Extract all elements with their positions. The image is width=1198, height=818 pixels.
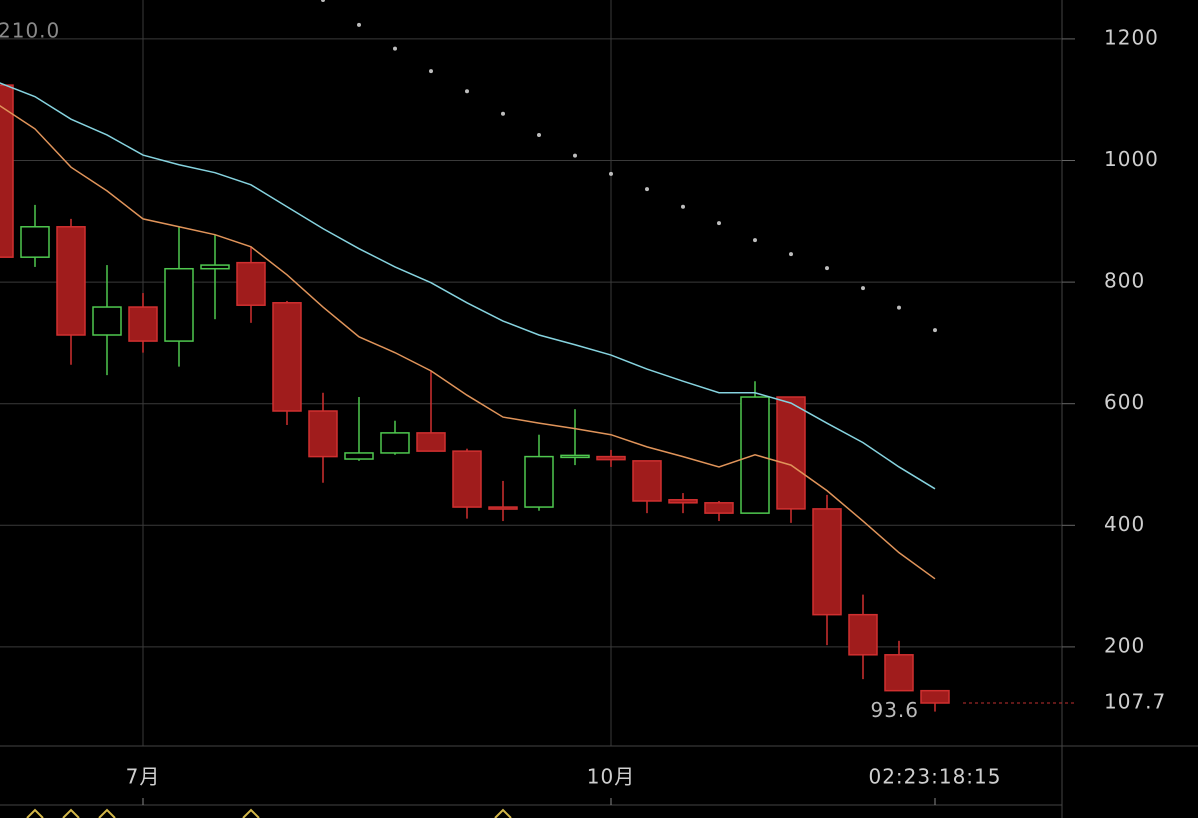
candle-body <box>92 306 122 336</box>
candle-body <box>596 455 626 461</box>
candle-body <box>200 264 230 270</box>
candle-body <box>20 226 50 258</box>
indicator-dot <box>861 286 865 291</box>
event-marker <box>494 808 512 818</box>
axes: 200 400 600 800 1000 1200 7月 10月 02:23:18:15 107.… <box>126 25 1166 805</box>
candle-body <box>380 432 410 454</box>
candle-body <box>812 508 842 616</box>
candle-body <box>0 84 14 258</box>
indicator-dot <box>789 252 793 257</box>
indicator-dot <box>357 22 361 27</box>
low-label: 93.6 <box>870 698 919 722</box>
indicator-dot <box>321 0 325 2</box>
plot-area <box>0 0 950 712</box>
y-tick-label: 200 <box>1104 633 1145 657</box>
y-tick-label: 1000 <box>1104 147 1159 171</box>
candle-body <box>236 261 266 306</box>
candle-body <box>848 613 878 656</box>
candle-body <box>272 302 302 412</box>
event-marker <box>242 808 260 818</box>
candle-body <box>668 499 698 504</box>
x-tick-label: 7月 <box>126 765 161 789</box>
indicator-dot <box>501 111 505 116</box>
indicator-dot <box>465 89 469 94</box>
candle-body <box>344 452 374 460</box>
candle-body <box>776 396 806 510</box>
moving-average-line <box>0 82 936 490</box>
moving-average-line <box>0 104 936 580</box>
indicator-dot <box>573 153 577 158</box>
candle-body <box>164 267 194 342</box>
grid <box>0 0 1062 746</box>
indicator-dot <box>609 171 613 176</box>
x-tick-label: 02:23:18:15 <box>868 765 1001 789</box>
indicator-dot <box>753 238 757 243</box>
indicator-dot <box>717 221 721 226</box>
candle-body <box>524 455 554 508</box>
indicator-dot <box>681 204 685 209</box>
candle-body <box>56 226 86 336</box>
event-marker <box>98 808 116 818</box>
x-tick-label: 10月 <box>587 765 635 789</box>
event-marker <box>62 808 80 818</box>
indicator-dot <box>933 328 937 333</box>
indicator-dot <box>897 305 901 310</box>
top-left-label: 210.0 <box>0 19 60 43</box>
candle-body <box>488 506 518 510</box>
indicator-dot <box>429 69 433 74</box>
candle-body <box>560 454 590 459</box>
indicator-dot <box>537 132 541 137</box>
event-markers <box>26 808 512 818</box>
candle-body <box>452 450 482 508</box>
y-tick-label: 600 <box>1104 390 1145 414</box>
indicator-dot <box>825 266 829 271</box>
last-price-label: 107.7 <box>1104 690 1166 714</box>
candle-body <box>920 689 950 704</box>
event-marker <box>26 808 44 818</box>
candle-body <box>416 432 446 452</box>
indicator-dot <box>645 187 649 192</box>
candle-body <box>308 410 338 458</box>
candle-body <box>128 306 158 342</box>
y-tick-label: 800 <box>1104 269 1145 293</box>
candle-body <box>632 460 662 502</box>
y-tick-label: 1200 <box>1104 25 1159 49</box>
candle-body <box>704 502 734 514</box>
y-tick-label: 400 <box>1104 512 1145 536</box>
candle-body <box>884 654 914 692</box>
indicator-dot <box>393 46 397 51</box>
